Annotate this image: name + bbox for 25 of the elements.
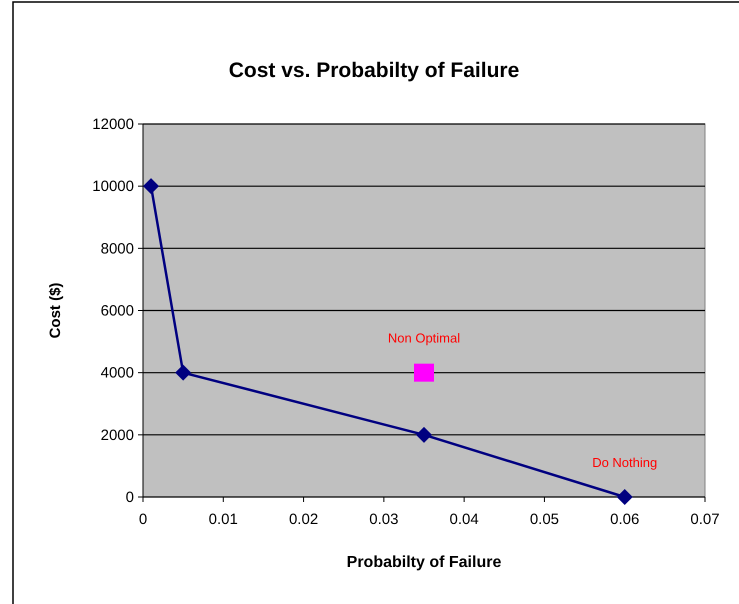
y-tick-label: 6000 bbox=[100, 302, 134, 320]
point bbox=[175, 364, 192, 381]
x-tick-label: 0.07 bbox=[690, 511, 720, 528]
x-axis-title: Probabilty of Failure bbox=[346, 554, 502, 571]
point bbox=[414, 364, 434, 382]
y-axis-title: Cost ($) bbox=[47, 282, 64, 338]
x-tick-label: 0.04 bbox=[450, 511, 479, 528]
x-tick-label: 0.05 bbox=[530, 511, 560, 528]
chart-title: Cost vs. Probabilty of Failure bbox=[228, 59, 520, 82]
annotation: Do Nothing bbox=[592, 455, 658, 470]
point bbox=[143, 178, 160, 194]
annotation: Non Optimal bbox=[388, 330, 460, 346]
x-tick-label: 0.03 bbox=[369, 511, 398, 528]
y-tick-label: 12000 bbox=[92, 116, 134, 133]
x-tick-label: 0.06 bbox=[610, 511, 640, 528]
y-tick-label: 10000 bbox=[92, 178, 134, 196]
y-tick-label: 2000 bbox=[100, 426, 134, 444]
point bbox=[616, 489, 633, 505]
x-tick-label: 0 bbox=[138, 511, 148, 528]
x-tick-label: 0.02 bbox=[288, 511, 318, 528]
x-tick-label: 0.01 bbox=[208, 511, 238, 528]
y-tick-label: 4000 bbox=[100, 364, 134, 382]
point bbox=[416, 426, 432, 443]
y-tick-label: 8000 bbox=[100, 240, 134, 258]
y-tick-label: 0 bbox=[126, 489, 134, 506]
